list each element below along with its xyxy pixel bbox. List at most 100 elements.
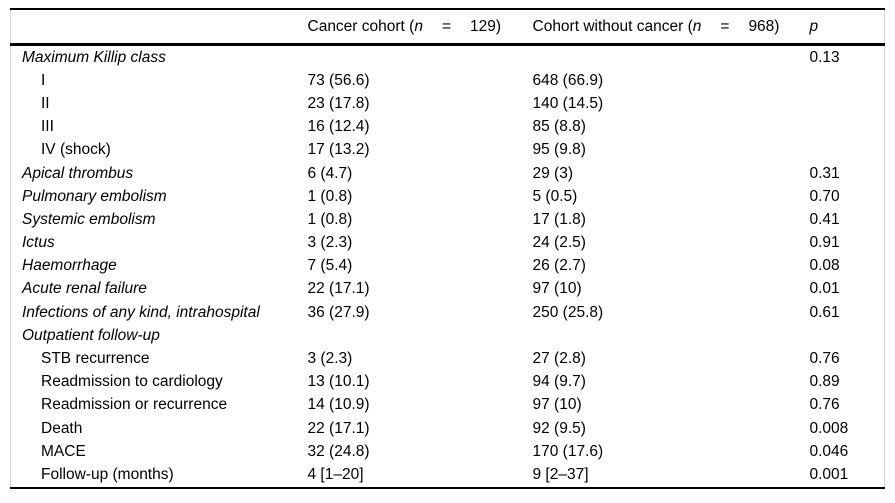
no-cancer-value-cell [533, 324, 810, 347]
header-no-cancer-cohort: Cohort without cancer (n = 968) [532, 9, 810, 46]
p-value-cell: 0.76 [809, 396, 840, 414]
row-label-cell: I [41, 71, 46, 89]
header-no-cancer-n-symbol: n [692, 17, 702, 35]
no-cancer-value-cell: 29 (3) [532, 164, 574, 182]
p-value-cell: 0.001 [809, 465, 849, 483]
cancer-value-cell: 36 (27.9) [307, 303, 370, 321]
table-row: Ictus 3 (2.3) 24 (2.5) 0.91 [11, 232, 885, 255]
table-header: Cancer cohort (n = 129) Cohort without can… [10, 9, 885, 46]
header-cancer-n-symbol: n [414, 17, 423, 35]
no-cancer-value-cell: 94 (9.7) [532, 373, 586, 391]
row-label-cell: Acute renal failure [22, 280, 147, 298]
p-value-cell: 0.046 [809, 442, 849, 460]
row-label-cell: Readmission or recurrence [41, 396, 228, 414]
table-row: Pulmonary embolism 1 (0.8) 5 (0.5) 0.70 [11, 185, 885, 208]
row-label-cell: IV (shock) [41, 141, 111, 159]
no-cancer-value-cell: 250 (25.8) [532, 303, 604, 321]
cancer-value-cell: 1 (0.8) [307, 187, 353, 205]
no-cancer-value-cell: 24 (2.5) [532, 234, 586, 252]
row-label-cell: Systemic embolism [22, 210, 156, 228]
table-row: III 16 (12.4) 85 (8.8) [11, 116, 885, 139]
no-cancer-value-cell: 95 (9.8) [532, 141, 586, 159]
cancer-value-cell [308, 45, 533, 70]
row-label-cell: III [41, 118, 54, 136]
header-cancer-cohort: Cancer cohort (n = 129) [307, 9, 533, 46]
cancer-value-cell: 13 (10.1) [307, 373, 370, 391]
row-label-cell: Follow-up (months) [41, 465, 174, 483]
header-no-cancer-count: 968) [748, 17, 780, 35]
header-no-cancer-equals: = [720, 17, 730, 35]
table-row: Readmission to cardiology 13 (10.1) 94 (9.… [11, 371, 885, 394]
header-cancer-count: 129) [470, 17, 502, 35]
row-label-cell: Readmission to cardiology [41, 373, 223, 391]
p-value-cell: 0.31 [809, 164, 840, 182]
no-cancer-value-cell: 92 (9.5) [532, 419, 586, 437]
row-label-cell: II [41, 94, 50, 112]
p-value-cell [810, 139, 885, 162]
p-value-cell: 0.76 [809, 350, 840, 368]
no-cancer-value-cell: 17 (1.8) [532, 210, 586, 228]
no-cancer-value-cell: 26 (2.7) [532, 257, 586, 275]
no-cancer-value-cell: 170 (17.6) [532, 442, 604, 460]
p-value-cell: 0.08 [809, 257, 840, 275]
table-row: Death 22 (17.1) 92 (9.5) 0.008 [11, 417, 885, 440]
row-label-cell: Outpatient follow-up [22, 326, 160, 344]
row-label-cell: STB recurrence [41, 350, 150, 368]
table-row: Infections of any kind, intrahospital 36 … [11, 301, 885, 324]
table-row: I 73 (56.6) 648 (66.9) [11, 69, 885, 92]
no-cancer-value-cell: 9 [2–37] [532, 465, 589, 483]
cancer-value-cell [308, 324, 533, 347]
no-cancer-value-cell [533, 45, 810, 70]
no-cancer-value-cell: 97 (10) [532, 280, 582, 298]
no-cancer-value-cell: 27 (2.8) [532, 350, 586, 368]
table-row: Outpatient follow-up [11, 324, 885, 347]
row-label-cell: Haemorrhage [22, 257, 117, 275]
cancer-value-cell: 1 (0.8) [307, 210, 353, 228]
cancer-value-cell: 6 (4.7) [307, 164, 353, 182]
cancer-value-cell: 22 (17.1) [307, 280, 370, 298]
cohort-comparison-table: Cancer cohort (n = 129) Cohort without can… [10, 8, 885, 489]
row-label-cell: Death [41, 419, 83, 437]
p-value-cell [810, 324, 885, 347]
table-row: Haemorrhage 7 (5.4) 26 (2.7) 0.08 [11, 255, 885, 278]
p-value-cell [810, 116, 885, 139]
p-value-cell: 0.61 [809, 303, 840, 321]
header-cancer-prefix: Cancer cohort ( [307, 17, 415, 35]
header-no-cancer-prefix: Cohort without cancer ( [532, 17, 693, 35]
p-value-cell: 0.01 [809, 280, 840, 298]
header-p-value: p [809, 9, 885, 46]
cancer-value-cell: 16 (12.4) [307, 118, 370, 136]
table-body: Maximum Killip class 0.13 I 73 (56.6) 648 (6… [11, 45, 885, 488]
row-label-cell: MACE [41, 442, 86, 460]
cancer-value-cell: 3 (2.3) [307, 234, 353, 252]
p-value-cell: 0.008 [809, 419, 849, 437]
no-cancer-value-cell: 97 (10) [532, 396, 582, 414]
no-cancer-value-cell: 140 (14.5) [532, 94, 604, 112]
table-row: STB recurrence 3 (2.3) 27 (2.8) 0.76 [11, 347, 885, 370]
p-value-cell: 0.91 [809, 234, 840, 252]
table-row: MACE 32 (24.8) 170 (17.6) 0.046 [11, 440, 885, 463]
row-label-cell: Infections of any kind, intrahospital [22, 303, 260, 321]
table-row: Maximum Killip class 0.13 [11, 45, 885, 70]
header-row: Cancer cohort (n = 129) Cohort without can… [10, 9, 885, 46]
table-row: Follow-up (months) 4 [1–20] 9 [2–37] 0.001 [11, 463, 885, 487]
cancer-value-cell: 14 (10.9) [307, 396, 370, 414]
cancer-value-cell: 22 (17.1) [307, 419, 370, 437]
header-empty-cell [10, 9, 308, 46]
cancer-value-cell: 7 (5.4) [307, 257, 353, 275]
cancer-value-cell: 73 (56.6) [307, 71, 370, 89]
row-label-cell: Ictus [22, 234, 55, 252]
p-value-cell [810, 69, 885, 92]
table-row: Readmission or recurrence 14 (10.9) 97 (10… [11, 394, 885, 417]
p-value-cell: 0.89 [809, 373, 840, 391]
p-value-cell: 0.41 [809, 210, 840, 228]
cancer-value-cell: 17 (13.2) [307, 141, 370, 159]
p-value-cell [810, 92, 885, 115]
cancer-value-cell: 32 (24.8) [307, 442, 370, 460]
row-label-cell: Apical thrombus [22, 164, 134, 182]
header-cancer-equals: = [441, 17, 452, 35]
p-value-cell: 0.13 [809, 48, 840, 66]
table-row: Apical thrombus 6 (4.7) 29 (3) 0.31 [11, 162, 885, 185]
no-cancer-value-cell: 85 (8.8) [532, 118, 586, 136]
table-row: Systemic embolism 1 (0.8) 17 (1.8) 0.41 [11, 208, 885, 231]
